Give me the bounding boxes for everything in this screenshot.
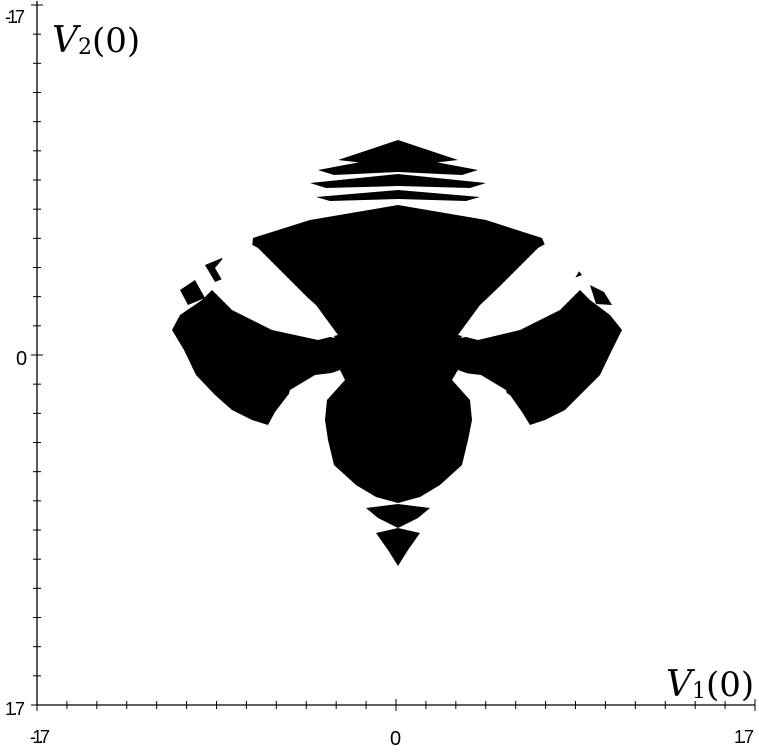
x-tick-label-mid: 0 xyxy=(390,728,401,750)
x-tick-label-left: -1.7 xyxy=(30,727,50,747)
hole-upper-right xyxy=(461,238,581,338)
x-axis-title: V1(0) xyxy=(666,664,754,705)
basin-upper-stripe-1 xyxy=(318,155,478,175)
basin-upper-stripe-2 xyxy=(310,174,486,188)
x-axis-title-sub: 1 xyxy=(692,679,706,704)
x-ticks xyxy=(36,699,756,711)
y-axis-title-main: V xyxy=(52,20,82,61)
y-ticks xyxy=(31,4,43,706)
basin-left-spikes-2 xyxy=(180,280,205,305)
x-tick-label-right: 1.7 xyxy=(734,727,754,747)
y-tick-label-mid: 0 xyxy=(16,348,27,370)
y-axis-title-arg: (0) xyxy=(92,21,140,61)
y-tick-label-top: -1.7 xyxy=(5,7,25,27)
basin-lower-wedge-2 xyxy=(376,528,420,566)
y-tick-label-bottom: 1.7 xyxy=(5,699,25,719)
basin-main-body xyxy=(172,205,622,503)
x-axis-title-arg: (0) xyxy=(706,665,754,705)
hole-lower-left xyxy=(282,372,340,450)
hole-upper-left xyxy=(215,238,335,338)
basin-upper-stripe-3 xyxy=(316,190,480,201)
basin-holes xyxy=(215,238,581,450)
hole-lower-right xyxy=(456,372,514,450)
basin-region xyxy=(172,140,622,566)
x-axis-title-main: V xyxy=(666,664,696,705)
basin-right-spikes-2 xyxy=(590,285,612,305)
basin-top-cap xyxy=(338,140,458,163)
y-axis-title-sub: 2 xyxy=(78,35,92,60)
basin-lower-wedge-1 xyxy=(366,504,430,528)
y-axis-title: V2(0) xyxy=(52,20,140,61)
